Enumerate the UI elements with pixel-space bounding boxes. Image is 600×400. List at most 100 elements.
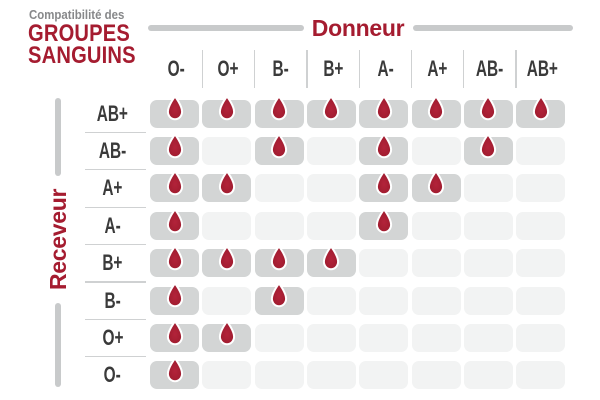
compat-cell-b+-from-b+: [306, 245, 356, 278]
blood-drop-icon: [218, 245, 235, 271]
row-separator: [85, 356, 146, 358]
blood-drop-icon: [375, 207, 392, 233]
column-separator: [410, 50, 413, 88]
blood-drop-icon: [427, 95, 445, 121]
compat-cell-a+-from-o-: [150, 170, 199, 203]
compat-cell-a+-from-a+: [411, 170, 461, 203]
receiver-row-label-o+: O+: [85, 319, 140, 356]
compat-cell-ab+-from-ab+: [516, 95, 566, 128]
compat-cell-b--from-b+: [306, 286, 356, 315]
compat-cell-ab+-from-o-: [150, 95, 199, 128]
donor-col-header-label: O+: [217, 56, 239, 81]
donor-col-header-label: AB-: [476, 56, 504, 81]
row-separator: [85, 169, 146, 171]
compat-cell-b--from-o+: [202, 286, 252, 315]
compat-cell-ab--from-o+: [202, 137, 252, 165]
compat-cell-b+-from-a+: [411, 249, 461, 278]
compat-cell-a+-from-b+: [306, 174, 356, 203]
row-separator: [85, 131, 146, 133]
compat-cell-b+-from-b-: [254, 245, 304, 278]
blood-drop-icon: [375, 170, 392, 196]
column-separator: [463, 50, 465, 88]
compat-cell-a+-from-a-: [359, 170, 409, 203]
compat-cell-o--from-o-: [150, 357, 199, 390]
receiver-axis-label: Receveur: [45, 188, 71, 291]
donor-col-header-a+: A+: [412, 50, 464, 88]
compat-cell-b+-from-o-: [150, 245, 199, 278]
compat-cell-ab--from-a+: [411, 137, 461, 165]
compat-cell-a--from-b+: [306, 211, 356, 240]
blood-drop-icon: [480, 95, 497, 121]
blood-drop-icon: [218, 170, 235, 196]
receiver-row-label-b-: B-: [85, 282, 140, 319]
receiver-row-labels: AB+ AB- A+ A- B+ B- O+ O-: [85, 95, 146, 395]
donor-col-header-o+: O+: [202, 50, 254, 88]
receiver-row-label-text: AB+: [96, 100, 129, 126]
blood-drop-icon: [271, 133, 288, 159]
compat-cell-a--from-ab+: [516, 211, 566, 240]
blood-drop-icon: [166, 95, 183, 121]
compat-cell-b+-from-ab-: [463, 249, 513, 278]
compat-cell-a+-from-o+: [202, 170, 252, 203]
chart-title-line1: GROUPES: [28, 20, 131, 47]
donor-col-header-ab-: AB-: [464, 50, 516, 88]
compat-cell-b--from-b-: [254, 282, 304, 315]
donor-header-line-left: [148, 25, 304, 31]
chart-subtitle: Compatibilité des: [29, 7, 125, 22]
compat-cell-ab+-from-b+: [306, 95, 356, 128]
compat-cell-ab--from-a-: [359, 133, 409, 165]
receiver-row-label-ab-: AB-: [85, 132, 140, 169]
blood-drop-icon: [271, 282, 288, 308]
compat-cell-b+-from-ab+: [516, 249, 566, 278]
compat-cell-a--from-o-: [150, 207, 199, 240]
column-separator: [201, 50, 203, 88]
compat-cell-o--from-ab-: [463, 361, 513, 390]
compatibility-grid: [150, 95, 569, 395]
row-separator: [85, 318, 146, 320]
compat-cell-ab+-from-b-: [254, 95, 304, 128]
receiver-row-label-a-: A-: [85, 207, 140, 244]
compat-cell-ab--from-ab+: [516, 137, 566, 165]
blood-drop-icon: [166, 133, 183, 159]
compat-cell-ab--from-o-: [150, 133, 199, 165]
receiver-row-label-text: O-: [103, 362, 122, 388]
compat-cell-b--from-a-: [359, 286, 409, 315]
blood-drop-icon: [532, 95, 549, 121]
chart-title-line2: SANGUINS: [28, 42, 136, 69]
compat-cell-a+-from-b-: [254, 174, 304, 203]
compat-cell-b--from-o-: [150, 282, 199, 315]
compat-cell-o--from-o+: [202, 361, 252, 390]
compat-cell-o--from-a+: [411, 361, 461, 390]
compat-cell-ab--from-b+: [306, 137, 356, 165]
receiver-row-label-text: A-: [104, 212, 121, 238]
donor-col-header-label: B-: [272, 56, 289, 81]
donor-col-header-label: A+: [427, 56, 448, 81]
compat-cell-b--from-a+: [411, 286, 461, 315]
donor-col-header-b-: B-: [255, 50, 307, 88]
compat-cell-b--from-ab+: [516, 286, 566, 315]
compat-cell-ab+-from-o+: [202, 95, 252, 128]
blood-drop-icon: [166, 357, 183, 383]
blood-drop-icon: [218, 95, 235, 121]
blood-drop-icon: [375, 95, 392, 121]
donor-col-header-label: AB+: [526, 56, 558, 81]
row-separator: [85, 281, 146, 283]
compat-cell-o+-from-b+: [306, 324, 356, 352]
receiver-row-label-o-: O-: [85, 357, 140, 394]
compat-cell-ab+-from-a-: [359, 95, 409, 128]
column-separator: [306, 50, 308, 88]
blood-drop-icon: [323, 245, 340, 271]
compat-cell-o+-from-b-: [254, 324, 304, 352]
blood-drop-icon: [166, 282, 183, 308]
row-separator: [85, 206, 146, 208]
blood-drop-icon: [480, 133, 497, 159]
receiver-row-label-text: AB-: [98, 138, 127, 164]
donor-header-line-right: [413, 25, 573, 31]
donor-col-header-label: A-: [377, 56, 394, 81]
compat-cell-o+-from-a-: [359, 324, 409, 352]
compat-cell-b--from-ab-: [463, 286, 513, 315]
compat-cell-o+-from-ab-: [463, 324, 513, 352]
receiver-row-label-text: O+: [102, 325, 123, 351]
donor-col-header-label: B+: [322, 56, 344, 81]
